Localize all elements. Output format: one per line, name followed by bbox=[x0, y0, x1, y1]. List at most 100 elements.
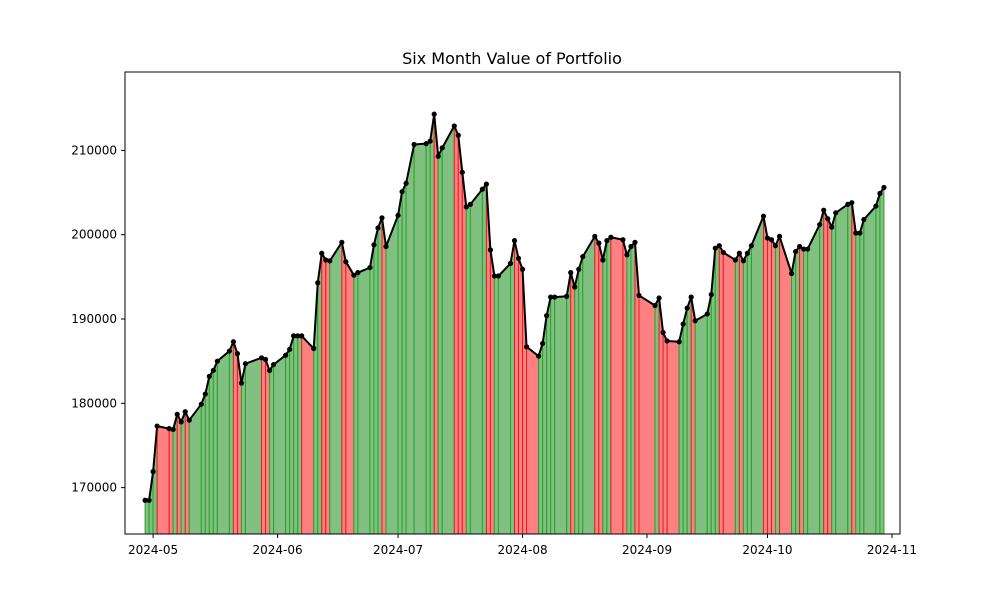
segment-fill bbox=[405, 144, 415, 535]
data-point bbox=[258, 355, 265, 361]
segment-fill bbox=[714, 244, 720, 535]
data-point bbox=[234, 350, 241, 357]
data-point bbox=[511, 238, 518, 244]
data-point bbox=[552, 294, 558, 300]
data-point bbox=[712, 245, 718, 251]
y-tick-label: 200000 bbox=[71, 228, 117, 242]
segment-fill bbox=[791, 251, 797, 535]
data-point bbox=[146, 497, 152, 503]
segment-fill bbox=[212, 360, 218, 535]
data-point bbox=[628, 243, 634, 250]
segment-fill bbox=[425, 140, 431, 535]
x-tick-label: 2024-07 bbox=[373, 543, 423, 557]
data-point bbox=[688, 294, 694, 300]
data-point bbox=[788, 270, 795, 277]
data-point bbox=[479, 186, 485, 192]
segment-fill bbox=[750, 215, 764, 535]
segment-fill bbox=[831, 212, 837, 535]
data-point bbox=[732, 257, 738, 263]
data-point bbox=[853, 230, 859, 236]
data-point bbox=[291, 333, 297, 339]
data-point bbox=[238, 380, 245, 386]
data-point bbox=[801, 246, 807, 252]
segment-fill bbox=[493, 275, 499, 535]
data-point bbox=[797, 243, 803, 250]
data-point bbox=[435, 153, 441, 159]
segment-fill bbox=[694, 313, 708, 535]
data-point bbox=[580, 254, 586, 260]
segment-fill bbox=[269, 362, 275, 535]
segment-fill bbox=[453, 125, 459, 535]
segment-fill bbox=[184, 411, 190, 535]
data-point bbox=[283, 352, 289, 358]
segment-fill bbox=[855, 232, 861, 535]
data-point bbox=[315, 280, 321, 286]
segment-fill bbox=[859, 219, 865, 535]
segment-fill bbox=[397, 191, 403, 535]
segment-fill bbox=[441, 125, 455, 535]
segment-fill bbox=[244, 357, 263, 535]
data-point bbox=[544, 313, 550, 319]
segment-fill bbox=[481, 182, 487, 535]
data-point bbox=[202, 391, 208, 397]
data-point bbox=[600, 257, 606, 263]
segment-fill bbox=[638, 294, 656, 535]
segment-fill bbox=[285, 347, 291, 535]
segment-fill bbox=[538, 343, 544, 535]
data-point bbox=[311, 345, 317, 352]
segment-fill bbox=[341, 242, 347, 535]
segment-fill bbox=[835, 203, 849, 535]
data-point bbox=[351, 272, 357, 278]
data-point bbox=[403, 180, 409, 186]
data-point bbox=[652, 302, 658, 309]
segment-fill bbox=[851, 202, 857, 535]
data-point bbox=[608, 234, 614, 240]
data-point bbox=[467, 201, 473, 207]
segment-fill bbox=[746, 245, 752, 535]
segment-fill bbox=[509, 240, 516, 535]
data-point bbox=[817, 221, 823, 228]
segment-fill bbox=[863, 204, 877, 535]
segment-fill bbox=[823, 210, 829, 535]
data-point bbox=[740, 258, 746, 264]
segment-fill bbox=[168, 428, 174, 535]
data-point bbox=[226, 348, 233, 354]
segment-fill bbox=[176, 414, 182, 535]
data-point bbox=[704, 311, 710, 317]
data-point bbox=[299, 333, 305, 339]
data-point bbox=[178, 419, 184, 425]
segment-fill bbox=[297, 335, 303, 535]
data-point bbox=[487, 247, 494, 253]
data-point bbox=[833, 210, 839, 216]
segment-fill bbox=[228, 341, 234, 535]
segment-fill bbox=[606, 236, 612, 535]
segment-fill bbox=[666, 340, 680, 535]
data-point bbox=[519, 266, 526, 272]
data-point bbox=[523, 344, 530, 350]
data-point bbox=[483, 181, 489, 187]
data-point bbox=[270, 361, 277, 368]
segment-fill bbox=[875, 193, 881, 535]
data-point bbox=[873, 203, 879, 209]
data-point bbox=[624, 252, 630, 258]
data-point bbox=[720, 249, 726, 256]
segment-fill bbox=[329, 240, 343, 535]
data-point bbox=[439, 145, 445, 151]
segment-fill bbox=[172, 414, 178, 535]
data-point bbox=[295, 333, 301, 339]
segment-fill bbox=[429, 114, 435, 535]
segment-fill bbox=[554, 295, 568, 535]
data-point bbox=[166, 426, 172, 432]
segment-fill bbox=[289, 335, 295, 535]
segment-fill bbox=[738, 253, 744, 535]
segment-fill bbox=[465, 203, 471, 535]
segment-fill bbox=[718, 243, 724, 535]
data-point bbox=[857, 230, 863, 236]
segment-fill bbox=[265, 359, 271, 535]
segment-fill bbox=[610, 236, 624, 535]
x-axis: 2024-05 2024-06 2024-07 2024-08 2024-09 2024-… bbox=[128, 534, 917, 557]
segment-fill bbox=[799, 245, 805, 535]
data-point bbox=[744, 250, 751, 256]
data-point bbox=[564, 293, 570, 299]
data-point bbox=[821, 207, 827, 213]
